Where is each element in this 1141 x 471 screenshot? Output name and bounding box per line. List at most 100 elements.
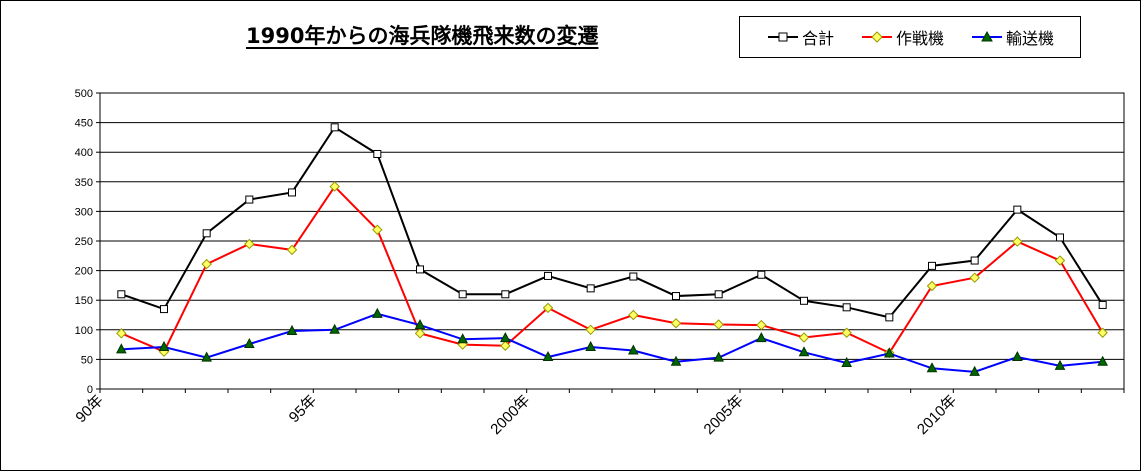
data-point — [201, 258, 212, 270]
data-point — [842, 303, 851, 312]
x-tick-label: 90年 — [72, 392, 106, 426]
data-point — [1054, 359, 1066, 370]
x-tick-label: 2010年 — [914, 392, 960, 438]
y-tick-label: 200 — [75, 266, 93, 278]
x-tick-label: 95年 — [286, 392, 320, 426]
data-point — [501, 290, 510, 299]
data-point — [372, 224, 383, 235]
data-point — [798, 346, 810, 357]
series-line — [121, 312, 1103, 373]
data-point — [884, 347, 895, 358]
data-point — [416, 265, 424, 274]
series-line — [121, 125, 1104, 319]
y-tick-label: 150 — [75, 295, 93, 307]
legend-label-transport: 輸送機 — [1006, 29, 1055, 48]
data-point — [1013, 205, 1022, 214]
data-point — [245, 195, 254, 204]
data-point — [160, 305, 168, 314]
data-point — [544, 271, 552, 280]
data-point — [628, 309, 639, 321]
y-tick-label: 500 — [75, 88, 93, 100]
data-point — [330, 123, 339, 132]
legend-item-total: 合計 — [768, 17, 834, 57]
data-point — [244, 337, 255, 349]
data-point — [670, 318, 682, 329]
data-point — [542, 350, 554, 362]
data-point — [500, 332, 511, 343]
data-point — [414, 328, 426, 339]
data-point — [756, 332, 767, 343]
data-point — [970, 256, 979, 265]
data-point — [372, 307, 383, 318]
data-point — [542, 302, 554, 314]
data-point — [628, 344, 639, 355]
legend: 合計 作戦機 輸送機 — [739, 16, 1081, 58]
data-point — [798, 332, 810, 343]
y-tick-label: 250 — [75, 236, 93, 248]
data-point — [500, 340, 511, 351]
data-point — [1054, 255, 1066, 266]
data-point — [756, 319, 767, 331]
legend-line-diamond-icon — [862, 31, 892, 43]
data-point — [713, 351, 724, 362]
data-point — [670, 355, 682, 366]
data-point — [117, 290, 126, 299]
data-point — [585, 340, 596, 351]
data-point — [1056, 233, 1064, 242]
y-tick-label: 50 — [81, 354, 93, 366]
data-point — [373, 149, 382, 158]
y-tick-label: 100 — [75, 325, 93, 337]
y-tick-label: 400 — [75, 147, 93, 159]
data-point — [757, 270, 766, 279]
data-point — [201, 351, 212, 362]
legend-item-combat: 作戦機 — [862, 17, 944, 57]
data-point — [672, 292, 680, 301]
y-tick-label: 0 — [87, 384, 93, 396]
x-tick-label: 2000年 — [487, 392, 533, 438]
series-line — [120, 184, 1104, 355]
data-point — [841, 356, 852, 367]
data-point — [629, 272, 638, 281]
data-point — [1012, 236, 1023, 247]
data-point — [586, 284, 595, 293]
data-point — [286, 324, 298, 335]
data-point — [714, 290, 723, 299]
data-point — [116, 343, 127, 354]
legend-label-combat: 作戦機 — [896, 29, 945, 48]
data-point — [458, 290, 467, 299]
data-point — [885, 313, 894, 322]
data-point — [202, 229, 211, 238]
data-point — [926, 280, 938, 292]
data-point — [158, 340, 170, 351]
data-point — [969, 272, 980, 283]
x-tick-label: 2005年 — [701, 392, 747, 438]
legend-line-square-icon — [768, 32, 798, 42]
data-point — [1097, 355, 1108, 366]
y-tick-label: 350 — [75, 177, 93, 189]
data-point — [116, 328, 127, 339]
data-point — [414, 318, 426, 330]
data-point — [457, 333, 468, 344]
data-point — [244, 238, 255, 250]
data-point — [329, 323, 340, 334]
data-point — [288, 188, 296, 197]
data-point — [926, 362, 938, 373]
data-point — [585, 324, 596, 336]
data-point — [1012, 350, 1023, 362]
data-point — [1097, 327, 1108, 338]
y-tick-label: 450 — [75, 118, 93, 130]
data-point — [286, 244, 298, 256]
y-tick-label: 300 — [75, 206, 93, 218]
legend-label-total: 合計 — [802, 29, 835, 48]
legend-line-triangle-icon — [972, 31, 1002, 42]
data-point — [713, 319, 724, 330]
data-point — [928, 261, 936, 270]
data-point — [1098, 300, 1107, 309]
data-point — [969, 365, 980, 376]
data-point — [841, 327, 852, 338]
legend-item-transport: 輸送機 — [972, 17, 1054, 57]
chart-title: 1990年からの海兵隊機飛来数の変遷 — [246, 24, 599, 48]
data-point — [329, 181, 340, 192]
